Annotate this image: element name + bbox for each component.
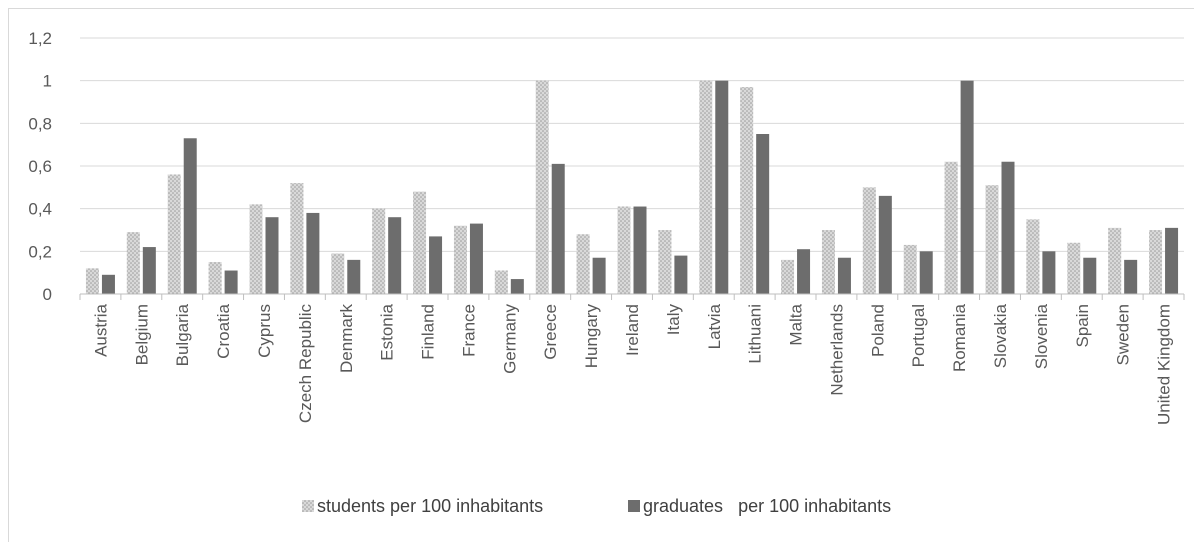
bar-students — [862, 187, 876, 294]
bar-graduates — [919, 251, 933, 294]
x-tick-label: Portugal — [909, 304, 928, 367]
legend-label-students: students per 100 inhabitants — [317, 496, 543, 516]
bar-graduates — [101, 274, 115, 294]
bar-graduates — [715, 80, 729, 295]
x-tick-label: Ireland — [623, 304, 642, 356]
x-tick-label: France — [459, 304, 478, 357]
bar-students — [740, 87, 754, 294]
bar-graduates — [1124, 259, 1138, 294]
bar-students — [821, 230, 835, 294]
bar-graduates — [592, 257, 606, 294]
x-tick-label: Croatia — [214, 303, 233, 358]
bar-graduates — [183, 138, 197, 294]
bar-graduates — [1042, 251, 1056, 294]
x-tick-label: Romania — [950, 303, 969, 372]
x-tick-label: Spain — [1073, 304, 1092, 347]
legend: students per 100 inhabitants graduates pe… — [302, 496, 891, 516]
x-tick-label: United Kingdom — [1155, 304, 1174, 425]
bars — [85, 80, 1179, 295]
bar-graduates — [674, 255, 688, 294]
bar-students — [1067, 242, 1081, 294]
x-tick-label: Poland — [868, 304, 887, 357]
bar-graduates — [1001, 161, 1015, 294]
bar-graduates — [265, 217, 279, 294]
y-tick-label: 0,2 — [28, 242, 52, 261]
bar-graduates — [388, 217, 402, 294]
legend-swatch-graduates — [628, 500, 640, 512]
bar-students — [85, 268, 99, 294]
gridlines — [80, 37, 1184, 252]
bar-students — [944, 161, 958, 294]
x-tick-label: Denmark — [337, 304, 356, 373]
bar-students — [658, 230, 672, 294]
bar-students — [576, 234, 590, 294]
bar-graduates — [797, 249, 811, 294]
x-tick-label: Germany — [500, 304, 519, 374]
bar-graduates — [633, 206, 647, 294]
bar-graduates — [1083, 257, 1097, 294]
x-tick-label: Italy — [664, 304, 683, 336]
x-tick-label: Sweden — [1114, 304, 1133, 365]
x-tick-label: Greece — [541, 304, 560, 360]
bar-students — [617, 206, 631, 294]
x-tick-label: Malta — [787, 303, 806, 345]
bar-students — [126, 232, 140, 294]
y-tick-label: 0,4 — [28, 200, 52, 219]
bar-students — [1108, 227, 1122, 294]
bar-graduates — [878, 195, 892, 294]
x-tick-label: Estonia — [378, 303, 397, 360]
y-tick-label: 1,2 — [28, 29, 52, 48]
x-tick-label: Czech Republic — [296, 304, 315, 424]
bar-students — [453, 225, 467, 294]
bar-students — [290, 183, 304, 294]
legend-swatch-students — [302, 500, 314, 512]
bar-graduates — [429, 236, 443, 294]
bar-graduates — [551, 163, 565, 294]
bar-students — [985, 185, 999, 294]
bar-graduates — [224, 270, 238, 294]
bar-students — [535, 80, 549, 295]
bar-students — [208, 262, 222, 294]
bar-students — [413, 191, 427, 294]
bar-students — [1149, 230, 1163, 294]
x-tick-label: Slovenia — [1032, 303, 1051, 369]
x-tick-label: Slovakia — [991, 303, 1010, 368]
bar-students — [781, 259, 795, 294]
x-tick-label: Hungary — [582, 304, 601, 369]
x-tick-label: Latvia — [705, 303, 724, 349]
bar-students — [249, 204, 263, 294]
bar-graduates — [142, 247, 156, 294]
x-axis: Austria Belgium Bulgaria Croatia Cyprus Czech… — [79, 293, 1185, 425]
bar-students — [903, 244, 917, 294]
bar-students — [494, 270, 508, 294]
x-tick-label: Lithuani — [746, 304, 765, 364]
x-tick-label: Bulgaria — [173, 303, 192, 366]
bar-graduates — [510, 279, 524, 294]
bar-graduates — [469, 223, 483, 294]
y-tick-label: 1 — [43, 72, 52, 91]
bar-graduates — [960, 80, 974, 295]
y-tick-label: 0,8 — [28, 114, 52, 133]
x-tick-label: Netherlands — [827, 304, 846, 396]
bar-graduates — [756, 134, 770, 294]
legend-label-graduates: graduates per 100 inhabitants — [643, 496, 891, 516]
y-axis: 0 0,2 0,4 0,6 0,8 1 1,2 — [28, 29, 52, 304]
chart-frame — [8, 8, 1194, 542]
x-tick-label: Belgium — [132, 304, 151, 365]
bar-graduates — [837, 257, 851, 294]
x-tick-label: Finland — [419, 304, 438, 360]
bar-students — [331, 253, 345, 294]
x-tick-label: Austria — [91, 303, 110, 356]
y-tick-label: 0,6 — [28, 157, 52, 176]
bar-students — [1026, 219, 1040, 294]
x-tick-label: Cyprus — [255, 304, 274, 358]
bar-students — [699, 80, 713, 295]
bar-graduates — [347, 259, 361, 294]
bar-graduates — [1165, 227, 1179, 294]
bar-students — [167, 174, 181, 294]
bar-students — [372, 208, 386, 294]
y-tick-label: 0 — [43, 285, 52, 304]
bar-graduates — [306, 212, 320, 294]
